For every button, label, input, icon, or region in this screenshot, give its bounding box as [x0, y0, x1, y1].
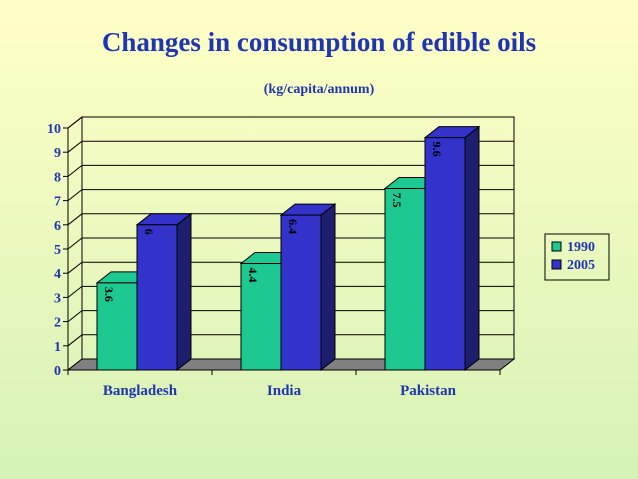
bar-2005-pakistan [423, 125, 481, 372]
x-tick-label: India [267, 383, 302, 399]
gridline [67, 237, 514, 250]
data-label: 3.6 [102, 287, 116, 302]
legend: 1990 2005 [544, 233, 610, 281]
y-tick-label: 5 [54, 243, 61, 258]
bar-front [136, 224, 178, 371]
y-tick-label: 0 [54, 364, 61, 379]
y-tick-label: 6 [54, 219, 61, 234]
y-tick-label: 3 [54, 291, 61, 306]
gridline [67, 164, 514, 177]
plot-area: 0 1 2 3 4 5 6 7 8 9 10 3.6 6 Bangladesh 4.4 6.4 India 7.5… [47, 115, 516, 399]
gridline [67, 189, 514, 201]
legend-box [544, 233, 610, 281]
x-tick-label: Bangladesh [103, 383, 178, 399]
gridline [67, 116, 514, 129]
gridline [67, 140, 514, 153]
gridline [67, 261, 514, 274]
y-tick-label: 4 [54, 267, 61, 282]
y-tick-label: 8 [54, 170, 61, 185]
y-tick-label: 1 [54, 340, 61, 355]
legend-swatch [551, 241, 562, 252]
bar-front [280, 214, 322, 371]
bar-side [320, 203, 336, 372]
y-tick-label: 10 [47, 122, 61, 137]
bar-2005-bangladesh [135, 212, 193, 372]
gridline [67, 213, 514, 226]
y-tick-label: 9 [54, 146, 61, 161]
bar-side [464, 125, 480, 372]
data-label: 6 [142, 229, 156, 235]
bar-front [424, 137, 466, 371]
legend-label: 1990 [567, 240, 595, 255]
bar-front [384, 188, 426, 371]
y-tick-label: 7 [54, 195, 61, 210]
bar-front [240, 263, 282, 371]
bar-2005-india [279, 203, 337, 372]
y-tick-label: 2 [54, 316, 61, 331]
data-label: 6.4 [286, 219, 300, 234]
chart-title: Changes in consumption of edible oils [102, 27, 536, 57]
gridline [67, 285, 514, 298]
data-label: 4.4 [246, 268, 260, 283]
data-label: 7.5 [390, 193, 404, 208]
data-label: 9.6 [430, 142, 444, 157]
bar-side [176, 212, 192, 372]
legend-label: 2005 [567, 258, 595, 273]
chart-subtitle: (kg/capita/annum) [264, 82, 375, 97]
gridline [67, 310, 514, 322]
x-tick-label: Pakistan [400, 383, 457, 399]
legend-swatch [551, 259, 562, 270]
gridline [67, 334, 514, 347]
